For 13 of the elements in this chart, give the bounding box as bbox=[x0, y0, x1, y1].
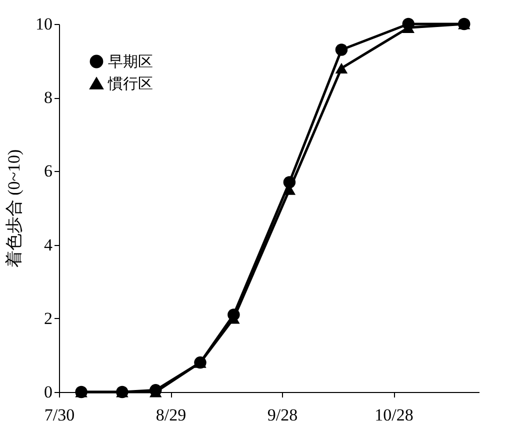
y-tick-label: 10 bbox=[36, 14, 52, 34]
y-tick-label: 0 bbox=[44, 382, 52, 402]
legend-label: 慣行区 bbox=[107, 76, 153, 92]
legend-label: 早期区 bbox=[108, 54, 153, 70]
y-tick-label: 4 bbox=[44, 235, 53, 254]
x-tick-label: 10/28 bbox=[374, 406, 414, 424]
y-tick-label: 2 bbox=[44, 308, 52, 328]
x-tick-label: 8/29 bbox=[156, 406, 186, 424]
y-tick-label: 6 bbox=[44, 162, 52, 181]
x-tick-label: 7/30 bbox=[44, 406, 75, 424]
y-tick-label: 8 bbox=[44, 88, 52, 108]
y-axis-title: 着色歩合 (0~10) bbox=[4, 149, 24, 268]
x-tick-label: 9/28 bbox=[267, 406, 298, 424]
